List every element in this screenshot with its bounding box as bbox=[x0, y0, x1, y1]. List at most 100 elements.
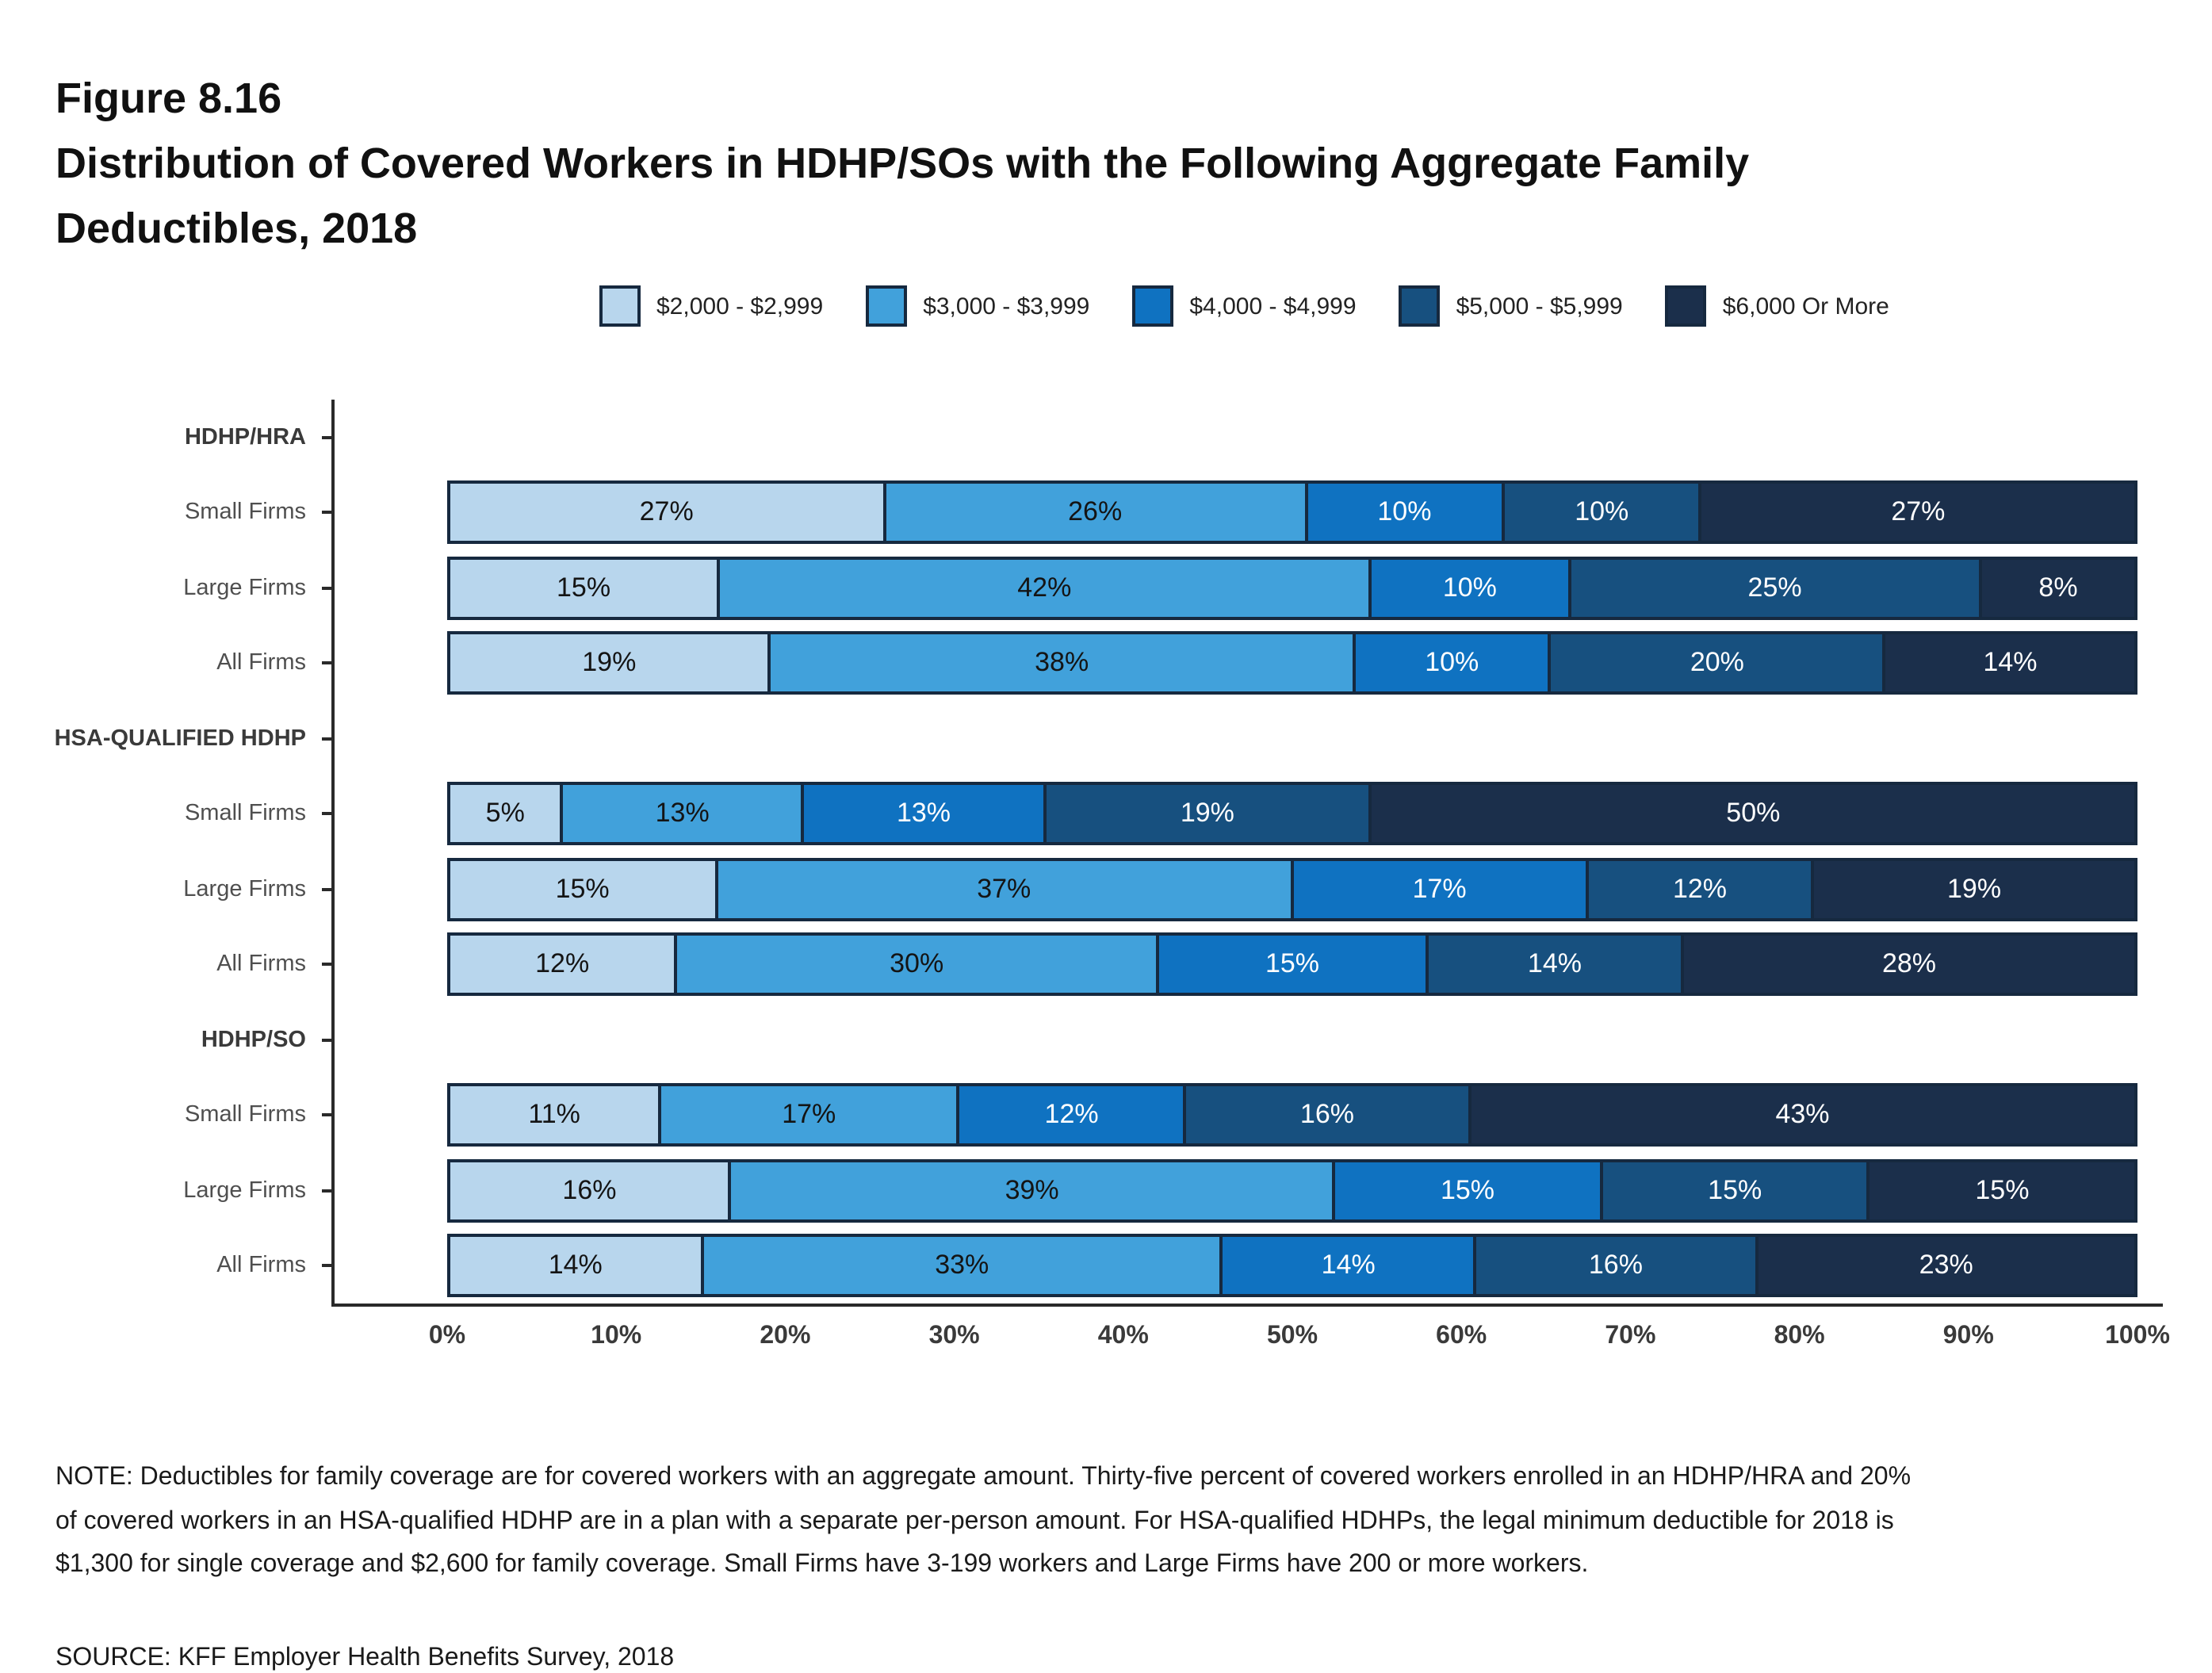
bar-segment-label: 20% bbox=[1690, 647, 1744, 678]
bar-segment: 26% bbox=[886, 484, 1307, 542]
bar-segment-label: 14% bbox=[1321, 1250, 1376, 1281]
bar-segment: 16% bbox=[450, 1162, 732, 1219]
y-tick bbox=[322, 1264, 331, 1268]
bar-segment: 15% bbox=[1335, 1162, 1603, 1219]
x-axis-line bbox=[331, 1304, 2163, 1307]
bar-segment: 12% bbox=[450, 936, 678, 993]
stacked-bar: 15% 42% 10% 25% 8% bbox=[447, 556, 2137, 620]
bar-segment-label: 43% bbox=[1775, 1099, 1830, 1130]
bar-segment: 23% bbox=[1758, 1237, 2134, 1295]
bar-segment-label: 19% bbox=[582, 647, 637, 678]
bar-segment: 5% bbox=[450, 785, 564, 843]
bar-segment: 28% bbox=[1683, 936, 2134, 993]
bar-segment-label: 10% bbox=[1575, 496, 1629, 527]
bar-segment-label: 8% bbox=[2038, 572, 2078, 603]
bar-row: All Firms 19% 38% 10% 20% 14% bbox=[0, 626, 2212, 701]
bar-segment-label: 33% bbox=[935, 1250, 989, 1281]
row-label: All Firms bbox=[216, 650, 306, 676]
group-label: HDHP/HRA bbox=[184, 424, 306, 450]
y-tick bbox=[322, 586, 331, 590]
bar-segment-label: 39% bbox=[1005, 1174, 1059, 1205]
bar-segment: 27% bbox=[450, 484, 886, 542]
x-tick-label: 100% bbox=[2105, 1323, 2170, 1350]
bar-segment-label: 14% bbox=[1527, 948, 1582, 979]
bar-segment: 11% bbox=[450, 1086, 662, 1144]
bar-segment: 14% bbox=[1885, 634, 2134, 692]
row-label: Small Firms bbox=[184, 500, 306, 526]
x-tick-label: 50% bbox=[1266, 1323, 1318, 1350]
bar-segment-label: 13% bbox=[896, 798, 951, 829]
bar-segment-label: 27% bbox=[639, 496, 694, 527]
group-header-row: HSA-QUALIFIED HDHP bbox=[0, 701, 2212, 776]
stacked-bar: 11% 17% 12% 16% 43% bbox=[447, 1083, 2137, 1147]
bar-segment-label: 27% bbox=[1891, 496, 1946, 527]
chart-rows: HDHP/HRA Small Firms 27% 26% 10% 10% 27%… bbox=[0, 400, 2212, 1304]
bar-segment-label: 12% bbox=[1044, 1099, 1099, 1130]
stacked-bar: 15% 37% 17% 12% 19% bbox=[447, 857, 2137, 921]
stacked-bar: 5% 13% 13% 19% 50% bbox=[447, 782, 2137, 846]
bar-segment-label: 19% bbox=[1947, 873, 2002, 904]
x-tick-label: 90% bbox=[1942, 1323, 1994, 1350]
x-tick-label: 0% bbox=[428, 1323, 466, 1350]
bar-segment: 16% bbox=[1186, 1086, 1471, 1144]
bar-row: Small Firms 5% 13% 13% 19% 50% bbox=[0, 776, 2212, 852]
group-label: HDHP/SO bbox=[201, 1027, 306, 1053]
bar-segment-label: 11% bbox=[528, 1099, 580, 1130]
bar-segment: 25% bbox=[1571, 559, 1982, 617]
stacked-bar: 16% 39% 15% 15% 15% bbox=[447, 1158, 2137, 1223]
stacked-bar: 14% 33% 14% 16% 23% bbox=[447, 1234, 2137, 1298]
legend-item: $6,000 Or More bbox=[1665, 285, 1889, 327]
bar-segment-label: 50% bbox=[1726, 798, 1781, 829]
legend-label: $5,000 - $5,999 bbox=[1456, 293, 1623, 320]
bar-segment-label: 26% bbox=[1068, 496, 1123, 527]
bar-segment: 10% bbox=[1372, 559, 1571, 617]
x-tick-label: 60% bbox=[1436, 1323, 1487, 1350]
row-label: Large Firms bbox=[183, 1177, 306, 1204]
bar-segment: 17% bbox=[1293, 860, 1589, 918]
bar-segment: 12% bbox=[959, 1086, 1187, 1144]
source-text: SOURCE: KFF Employer Health Benefits Sur… bbox=[55, 1644, 675, 1671]
group-header-row: HDHP/HRA bbox=[0, 400, 2212, 475]
bar-segment-label: 10% bbox=[1377, 496, 1432, 527]
row-label: All Firms bbox=[216, 1253, 306, 1279]
x-tick-label: 10% bbox=[591, 1323, 642, 1350]
stacked-bar: 27% 26% 10% 10% 27% bbox=[447, 480, 2137, 545]
legend-swatch-icon bbox=[1399, 285, 1441, 327]
bar-segment-label: 28% bbox=[1881, 948, 1936, 979]
bar-segment: 14% bbox=[450, 1237, 704, 1295]
bar-segment-label: 17% bbox=[782, 1099, 836, 1130]
bar-row: All Firms 14% 33% 14% 16% 23% bbox=[0, 1228, 2212, 1304]
bar-row: Large Firms 15% 37% 17% 12% 19% bbox=[0, 852, 2212, 927]
bar-segment: 8% bbox=[1981, 559, 2135, 617]
row-label: Large Firms bbox=[183, 876, 306, 902]
legend-swatch-icon bbox=[1132, 285, 1174, 327]
bar-segment-label: 15% bbox=[1975, 1174, 2030, 1205]
y-tick bbox=[322, 963, 331, 967]
legend-label: $6,000 Or More bbox=[1722, 293, 1889, 320]
bar-segment: 19% bbox=[1046, 785, 1372, 843]
bar-row: Small Firms 11% 17% 12% 16% 43% bbox=[0, 1078, 2212, 1153]
bar-segment: 15% bbox=[450, 860, 718, 918]
bar-segment-label: 37% bbox=[977, 873, 1031, 904]
y-tick bbox=[322, 661, 331, 665]
figure-title-line-1: Distribution of Covered Workers in HDHP/… bbox=[55, 140, 1750, 187]
bar-segment-label: 38% bbox=[1035, 647, 1089, 678]
y-tick bbox=[322, 1113, 331, 1117]
bar-segment: 19% bbox=[1814, 860, 2134, 918]
bar-segment-label: 16% bbox=[1588, 1250, 1643, 1281]
bar-segment: 12% bbox=[1588, 860, 1815, 918]
bar-segment-label: 15% bbox=[1440, 1174, 1494, 1205]
bar-segment-label: 42% bbox=[1017, 572, 1072, 603]
bar-segment: 43% bbox=[1471, 1086, 2134, 1144]
y-tick bbox=[322, 1189, 331, 1193]
y-tick bbox=[322, 737, 331, 741]
x-tick-label: 30% bbox=[928, 1323, 980, 1350]
bar-segment-label: 10% bbox=[1442, 572, 1497, 603]
bar-segment-label: 15% bbox=[555, 873, 610, 904]
bar-segment-label: 12% bbox=[1672, 873, 1727, 904]
bar-row: Large Firms 15% 42% 10% 25% 8% bbox=[0, 550, 2212, 626]
bar-segment: 10% bbox=[1307, 484, 1505, 542]
row-label: Small Firms bbox=[184, 801, 306, 827]
legend-item: $2,000 - $2,999 bbox=[599, 285, 823, 327]
